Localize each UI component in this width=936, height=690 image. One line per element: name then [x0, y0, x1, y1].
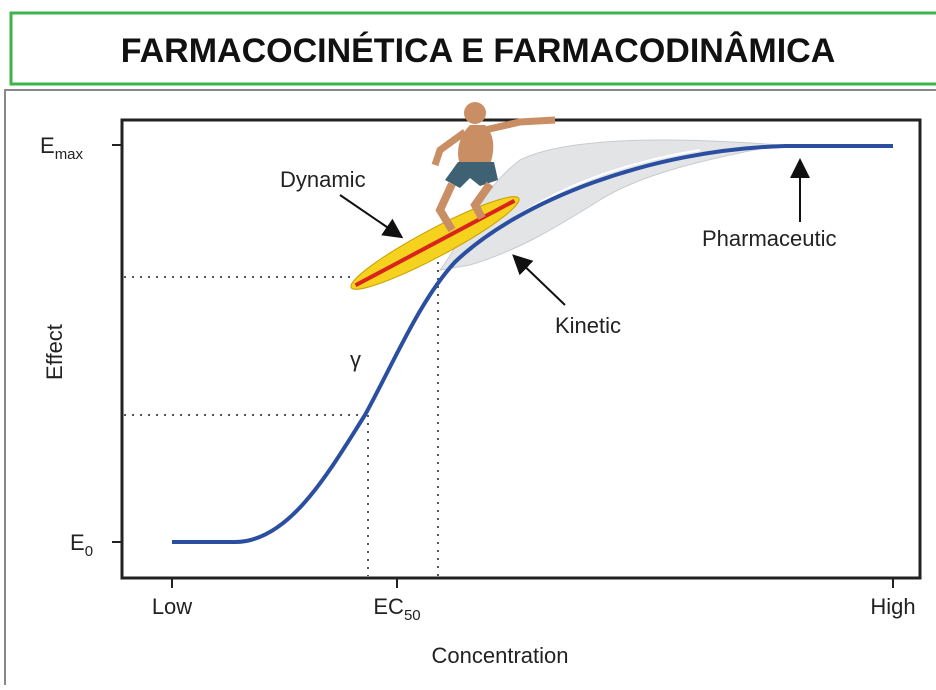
x-tick-label: High [870, 594, 915, 619]
annotation: Kinetic [555, 313, 621, 338]
y-tick-sub: 0 [85, 543, 93, 560]
y-tick-main: E [40, 133, 55, 158]
annotation: Dynamic [280, 167, 366, 192]
x-tick-sub: 50 [404, 607, 421, 624]
y-tick-main: E [70, 530, 85, 555]
title: FARMACOCINÉTICA E FARMACODINÂMICA [121, 32, 836, 70]
y-axis-label: Effect [42, 324, 67, 380]
annotation: γ [350, 347, 361, 372]
x-tick-main: EC [373, 594, 404, 619]
x-tick-label: Low [152, 594, 192, 619]
x-axis-label: Concentration [432, 643, 569, 668]
slide: FARMACOCINÉTICA E FARMACODINÂMICA Dynami… [0, 0, 936, 685]
annotation: Pharmaceutic [702, 226, 837, 251]
y-tick-sub: max [55, 146, 84, 163]
